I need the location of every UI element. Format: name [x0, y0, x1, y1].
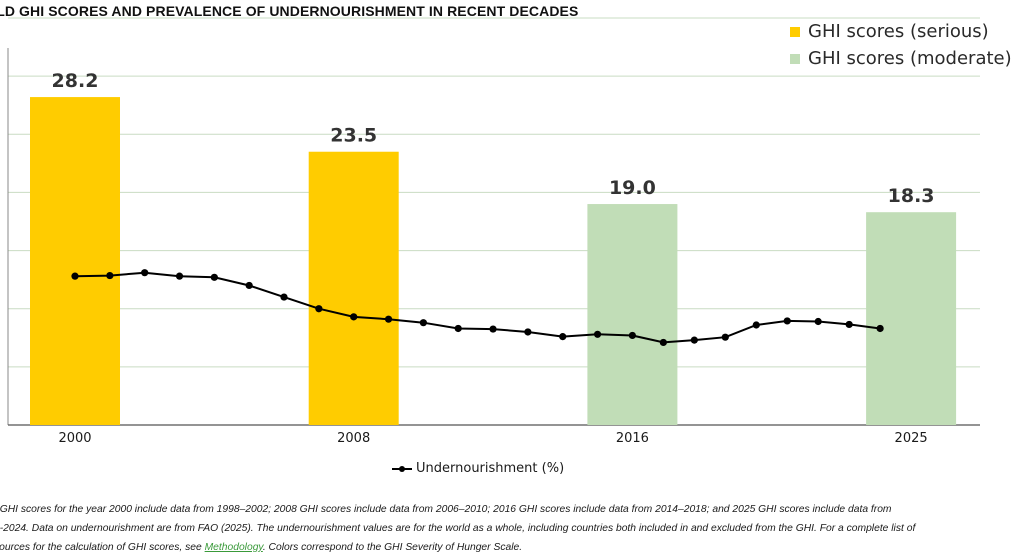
undernourishment-point-2012: [489, 325, 497, 333]
bar-2025: [866, 212, 957, 425]
chart-title: RLD GHI SCORES AND PREVALENCE OF UNDERNO…: [0, 3, 579, 19]
methodology-link[interactable]: Methodology: [204, 542, 263, 553]
undernourishment-point-2019: [721, 333, 729, 341]
undernourishment-point-2006: [280, 293, 288, 301]
bar-value-label-2016: 19.0: [609, 177, 656, 199]
x-tick-label-2000: 2000: [58, 431, 91, 446]
note-line-3-start: sources for the calculation of GHI score…: [0, 542, 205, 553]
x-tick-label-2025: 2025: [895, 431, 928, 446]
undernourishment-point-2011: [454, 324, 462, 333]
note-line-1: : GHI scores for the year 2000 include d…: [0, 504, 892, 515]
undernourishment-point-2023: [845, 320, 853, 329]
undernourishment-point-2003: [175, 272, 184, 280]
undernourishment-point-2001: [106, 271, 114, 280]
bar-2008: [308, 151, 399, 425]
chart-note: : GHI scores for the year 2000 include d…: [0, 500, 1014, 557]
undernourishment-point-2017: [659, 338, 667, 347]
undernourishment-point-2009: [384, 315, 393, 323]
note-line-2: 0-2024. Data on undernourishment are fro…: [0, 523, 916, 534]
bar-2000: [30, 97, 120, 426]
undernourishment-point-2004: [210, 273, 218, 281]
undernourishment-point-2013: [524, 328, 532, 336]
legend-item-moderate: GHI scores (moderate): [790, 45, 1012, 72]
undernourishment-point-2022: [814, 317, 822, 326]
undernourishment-point-2008: [350, 313, 358, 321]
undernourishment-point-2000: [71, 272, 79, 280]
bar-value-label-2000: 28.2: [52, 70, 99, 92]
legend-swatch-moderate: [790, 53, 800, 64]
chart-plot-area: 28.2 2000 23.5 2008 19.0 2016 18.3 2025: [7, 17, 980, 446]
undernourishment-point-2005: [245, 281, 253, 290]
x-tick-label-2016: 2016: [616, 431, 649, 446]
bar-value-label-2008: 23.5: [330, 125, 377, 147]
legend-item-serious: GHI scores (serious): [790, 18, 1012, 45]
undernourishment-point-2010: [419, 319, 427, 327]
line-legend-label: Undernourishment (%): [416, 461, 565, 476]
undernourishment-point-2007: [315, 305, 323, 313]
undernourishment-line: [74, 271, 881, 344]
undernourishment-point-2014: [559, 333, 567, 341]
undernourishment-point-2018: [690, 336, 698, 344]
legend-label-serious: GHI scores (serious): [808, 21, 989, 42]
undernourishment-point-2015: [593, 330, 602, 338]
undernourishment-point-2020: [752, 321, 760, 329]
undernourishment-point-2021: [783, 317, 791, 325]
legend-label-moderate: GHI scores (moderate): [808, 48, 1012, 69]
x-tick-label-2008: 2008: [337, 431, 370, 446]
line-legend-marker-icon: [392, 464, 412, 474]
legend: GHI scores (serious) GHI scores (moderat…: [790, 18, 1012, 72]
bar-2016: [587, 204, 678, 425]
line-legend: Undernourishment (%): [392, 461, 564, 476]
undernourishment-point-2016: [628, 331, 637, 340]
note-line-3-end: . Colors correspond to the GHI Severity …: [262, 542, 523, 553]
undernourishment-point-2002: [141, 269, 149, 277]
bar-value-label-2025: 18.3: [888, 185, 935, 207]
legend-swatch-serious: [790, 26, 800, 37]
undernourishment-point-2024: [876, 324, 884, 333]
